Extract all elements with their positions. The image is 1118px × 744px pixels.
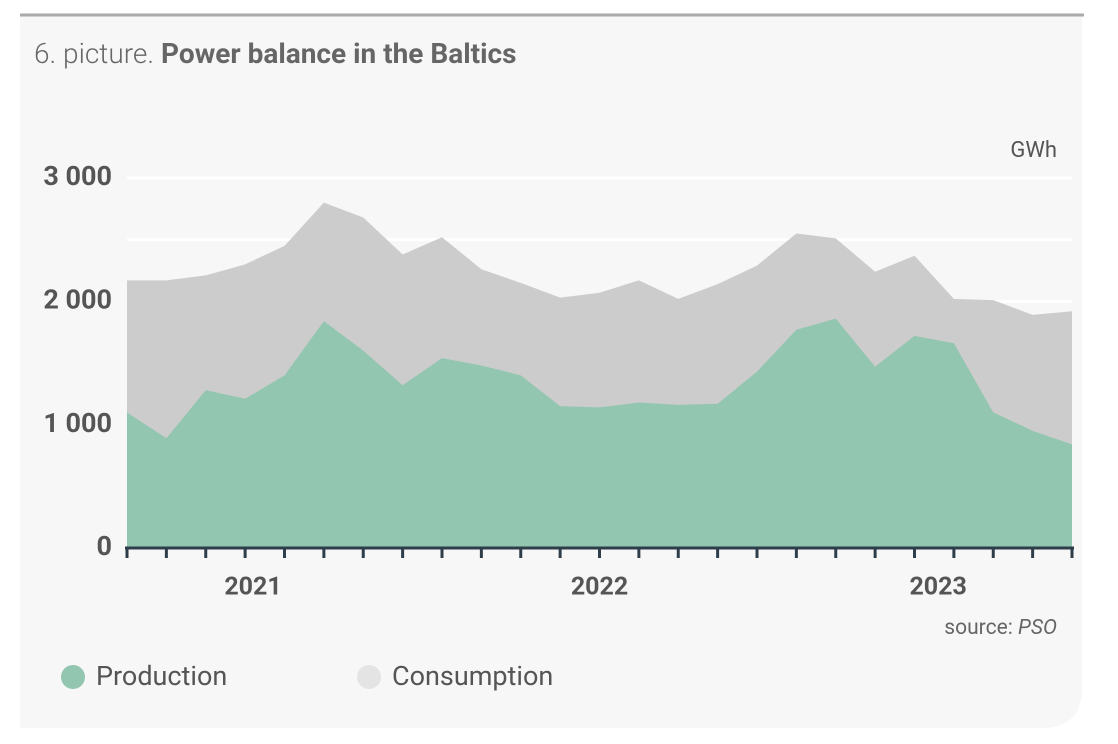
title: 6. picture. Power balance in the Baltics [34, 37, 517, 70]
figure-label: 6. picture. [34, 37, 154, 70]
legend-swatch [357, 665, 381, 689]
legend: Production Consumption [61, 660, 553, 692]
source-name: PSO [1018, 616, 1057, 640]
unit: GWh [1010, 138, 1057, 163]
areas [127, 202, 1072, 548]
axes: 0 1 000 2 000 3 000 2021 2022 2023 [43, 160, 1074, 602]
y-tick-label: 2 000 [43, 283, 112, 315]
chart-title: Power balance in the Baltics [161, 37, 516, 70]
legend-label: Consumption [392, 660, 553, 692]
x-tick-label: 2022 [571, 573, 628, 602]
source: source: PSO [944, 616, 1057, 640]
legend-label: Production [96, 660, 227, 692]
x-tick-label: 2023 [909, 573, 966, 602]
x-tick-label: 2021 [224, 573, 281, 602]
y-tick-label: 0 [97, 530, 113, 562]
y-tick-label: 1 000 [43, 407, 112, 439]
y-tick-label: 3 000 [43, 160, 112, 192]
source-prefix: source: [944, 616, 1013, 640]
legend-swatch [61, 665, 85, 689]
area [127, 318, 1072, 548]
